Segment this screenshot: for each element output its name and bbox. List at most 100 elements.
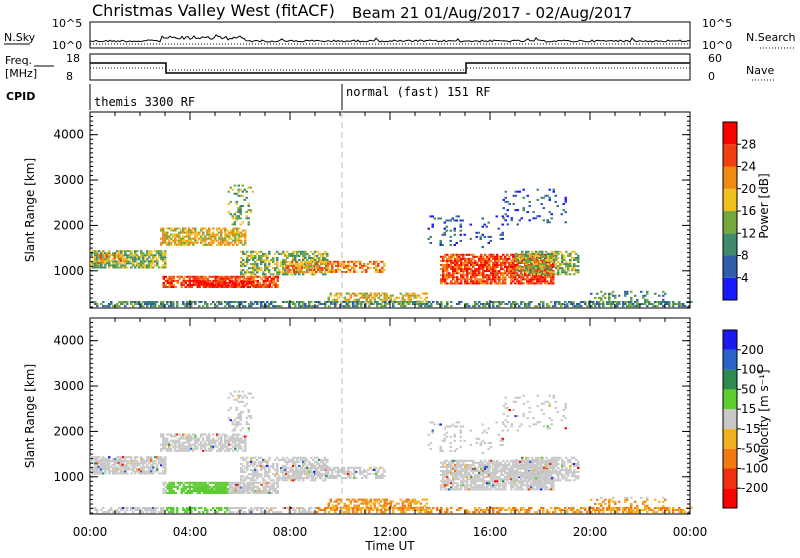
velocity-cell: [249, 492, 252, 494]
power-cell: [124, 258, 127, 260]
nave-label: Nave: [746, 64, 774, 77]
power-cell: [176, 301, 179, 303]
power-cell: [552, 278, 555, 280]
power-cell: [298, 255, 301, 257]
velocity-cell: [252, 397, 255, 399]
power-cell: [516, 264, 519, 266]
power-cell: [114, 258, 117, 260]
power-cell: [526, 276, 529, 278]
velocity-cell: [222, 448, 225, 450]
velocity-cell: [268, 471, 271, 473]
power-cell: [515, 195, 518, 197]
velocity-cell: [336, 501, 339, 503]
power-cell: [490, 240, 493, 242]
velocity-cell: [254, 479, 257, 481]
power-cell: [246, 215, 249, 217]
power-cell: [273, 280, 276, 282]
power-cell: [252, 281, 255, 283]
power-cell: [276, 261, 279, 263]
velocity-cell: [268, 475, 271, 477]
velocity-cell: [410, 503, 413, 505]
velocity-cell: [240, 395, 243, 397]
power-cell: [264, 253, 267, 255]
power-cell: [430, 236, 433, 238]
power-cell: [426, 297, 429, 299]
velocity-cell: [118, 511, 121, 513]
power-cell: [561, 261, 564, 263]
power-cell: [386, 293, 389, 295]
velocity-cell: [271, 492, 274, 494]
y-tick-label: 3000: [53, 173, 84, 187]
cpid-label: CPID: [6, 90, 35, 103]
power-cell: [474, 260, 477, 262]
power-cell: [555, 201, 558, 203]
power-cell: [519, 259, 522, 261]
power-cell: [228, 244, 231, 246]
velocity-cell: [118, 468, 121, 470]
power-cell: [408, 293, 411, 295]
power-cell: [231, 278, 234, 280]
power-cell: [654, 293, 657, 295]
velocity-cell: [314, 479, 317, 481]
velocity-cell: [311, 477, 314, 479]
power-cell: [484, 254, 487, 256]
velocity-cell: [190, 446, 193, 448]
power-cell: [130, 303, 133, 305]
power-cell: [446, 278, 449, 280]
power-cell: [188, 244, 191, 246]
power-cell: [466, 276, 469, 278]
power-cell: [390, 297, 393, 299]
power-cell: [216, 230, 219, 232]
power-cell: [551, 217, 554, 219]
power-cell: [618, 303, 621, 305]
power-cell: [542, 301, 545, 303]
velocity-cell: [204, 446, 207, 448]
velocity-cell: [164, 466, 167, 468]
power-cell: [266, 257, 269, 259]
power-cell: [244, 301, 247, 303]
power-cell: [156, 258, 159, 260]
power-cell: [331, 267, 334, 269]
velocity-cell: [162, 436, 165, 438]
power-cell: [316, 255, 319, 257]
power-cell: [148, 256, 151, 258]
cpid-right-text: normal (fast) 151 RF: [346, 85, 491, 99]
power-cell: [509, 203, 512, 205]
power-cell: [206, 303, 209, 305]
velocity-cell: [232, 421, 235, 423]
power-cell: [138, 301, 141, 303]
velocity-cell: [246, 421, 249, 423]
velocity-cell: [298, 479, 301, 481]
power-cell: [156, 264, 159, 266]
power-cell: [557, 269, 560, 271]
velocity-cell: [246, 463, 249, 465]
power-cell: [172, 301, 175, 303]
power-cell: [108, 258, 111, 260]
power-cell: [244, 230, 247, 232]
power-cell: [198, 305, 201, 307]
power-cell: [250, 301, 253, 303]
power-cell: [234, 223, 237, 225]
velocity-cell: [173, 490, 176, 492]
velocity-cell: [253, 484, 256, 486]
power-cell: [284, 259, 287, 261]
velocity-cell: [110, 509, 113, 511]
velocity-cell: [234, 448, 237, 450]
power-cell: [338, 297, 341, 299]
velocity-cell: [370, 505, 373, 507]
power-cell: [262, 271, 265, 273]
power-cell: [565, 261, 568, 263]
velocity-cell: [179, 484, 182, 486]
velocity-cell: [374, 503, 377, 505]
power-cell: [276, 257, 279, 259]
velocity-cell: [172, 507, 175, 509]
power-cell: [304, 255, 307, 257]
power-cell: [569, 253, 572, 255]
power-cell: [525, 269, 528, 271]
power-cell: [551, 213, 554, 215]
velocity-cell: [120, 468, 123, 470]
power-cell: [256, 265, 259, 267]
velocity-cell: [142, 458, 145, 460]
power-cell: [228, 203, 231, 205]
power-cell: [100, 264, 103, 266]
